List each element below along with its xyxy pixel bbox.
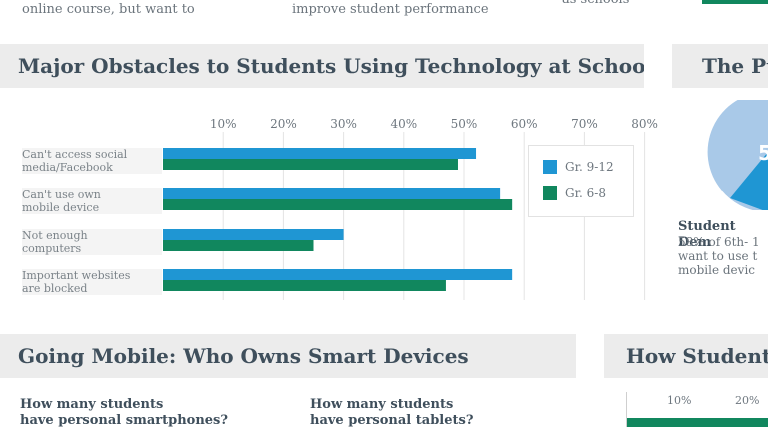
top-text-fragment-2: improve student performance	[292, 2, 489, 17]
category-label-computers: Not enough computers	[22, 229, 162, 255]
bar-gr912	[163, 148, 477, 159]
top-text-fragment-3: as schools	[562, 0, 629, 8]
bar-gr68	[163, 240, 314, 251]
top-text-fragment-1: online course, but want to	[22, 2, 195, 17]
x-tick-label: 20%	[270, 117, 297, 131]
chart-legend: Gr. 9-12 Gr. 6-8	[528, 145, 634, 217]
pie-slice-secondary	[707, 100, 768, 191]
category-label-line: computers	[22, 242, 82, 255]
smartphone-question-line1: How many students	[20, 397, 164, 412]
bar-gr68	[163, 199, 513, 210]
student-demand-line3: mobile devic	[678, 263, 755, 277]
how-students-chart-fragment: 10% 20%	[626, 392, 768, 427]
legend-label-gr68: Gr. 6-8	[565, 186, 606, 200]
category-label-mobile: Can't use own mobile device	[22, 188, 162, 214]
pie-slice-primary	[730, 100, 768, 210]
student-demand-line1: 58% of 6th- 1	[678, 235, 760, 249]
smartphone-question-line2: have personal smartphones?	[20, 413, 228, 428]
top-accent-bar	[702, 0, 768, 4]
how-section-title: How Students	[604, 334, 768, 378]
x-tick-label: 80%	[631, 117, 658, 131]
how-students-bar	[627, 418, 768, 427]
bar-gr912	[163, 269, 513, 280]
x-tick-label: 40%	[390, 117, 417, 131]
how-axis-tick: 20%	[735, 394, 760, 407]
x-tick-label: 60%	[511, 117, 538, 131]
x-tick-label: 10%	[210, 117, 237, 131]
obstacles-section-title: Major Obstacles to Students Using Techno…	[0, 44, 644, 88]
category-label-line: Not enough	[22, 229, 88, 242]
category-label-line: media/Facebook	[22, 161, 113, 174]
mobile-section-title: Going Mobile: Who Owns Smart Devices	[0, 334, 576, 378]
bar-gr68	[163, 280, 446, 291]
legend-item-gr68: Gr. 6-8	[543, 186, 606, 200]
category-label-line: Can't access social	[22, 148, 128, 161]
how-axis-tick: 10%	[667, 394, 692, 407]
bar-gr68	[163, 159, 458, 170]
bar-gr912	[163, 229, 344, 240]
tablet-question-line1: How many students	[310, 397, 454, 412]
x-tick-label: 70%	[571, 117, 598, 131]
legend-swatch-gr68	[543, 186, 557, 200]
pie-chart-fragment: 5	[707, 100, 768, 210]
category-label-websites: Important websites are blocked	[22, 269, 162, 295]
legend-item-gr912: Gr. 9-12	[543, 160, 614, 174]
category-label-social: Can't access social media/Facebook	[22, 148, 162, 174]
student-demand-line2: want to use t	[678, 249, 758, 263]
pie-center-value: 5	[758, 141, 768, 165]
category-label-line: Important websites	[22, 269, 131, 282]
x-tick-label: 50%	[451, 117, 478, 131]
legend-swatch-gr912	[543, 160, 557, 174]
x-tick-label: 30%	[330, 117, 357, 131]
bar-gr912	[163, 188, 501, 199]
category-label-line: Can't use own	[22, 188, 101, 201]
student-demand-title: Student Dem	[678, 219, 736, 250]
category-label-line: are blocked	[22, 282, 88, 295]
category-label-line: mobile device	[22, 201, 100, 214]
legend-label-gr912: Gr. 9-12	[565, 160, 614, 174]
tablet-question-line2: have personal tablets?	[310, 413, 474, 428]
pu-section-title: The Pu	[672, 44, 768, 88]
